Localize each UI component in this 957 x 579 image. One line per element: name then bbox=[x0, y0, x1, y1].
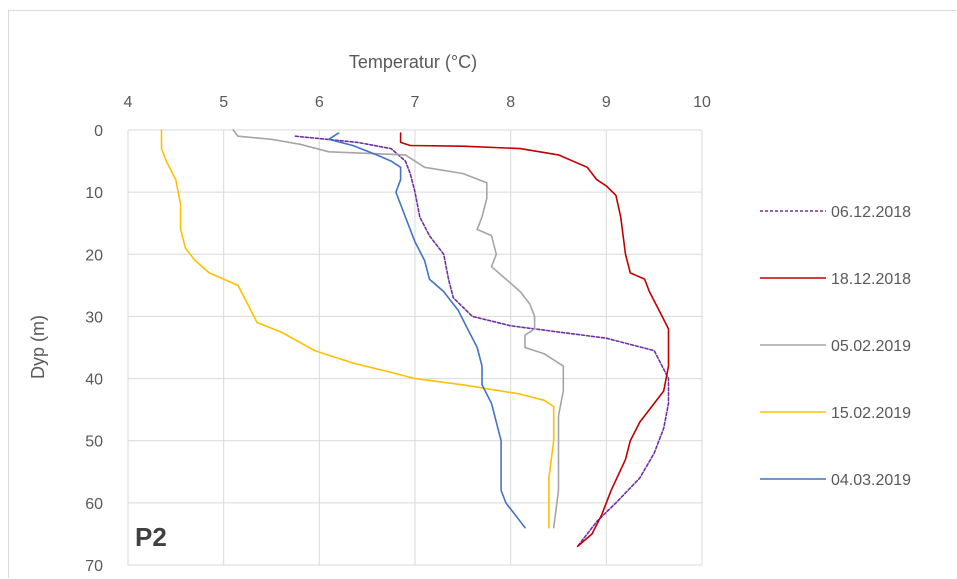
x-tick-labels: 4 5 6 7 8 9 10 bbox=[124, 94, 711, 111]
legend-label-4: 15.02.2019 bbox=[831, 405, 911, 422]
series-line-1 bbox=[294, 135, 670, 548]
x-axis-title: Temperatur (°C) bbox=[349, 52, 477, 72]
series-lines bbox=[160, 129, 670, 548]
y-tick-label: 50 bbox=[85, 434, 103, 451]
y-tick-label: 70 bbox=[85, 558, 103, 575]
x-tick-label: 8 bbox=[506, 94, 515, 111]
y-tick-label: 10 bbox=[85, 185, 103, 202]
x-tick-label: 9 bbox=[602, 94, 611, 111]
y-tick-labels: 0 10 20 30 40 50 60 70 bbox=[85, 123, 103, 575]
x-tick-label: 4 bbox=[124, 94, 133, 111]
legend-label-3: 05.02.2019 bbox=[831, 338, 911, 355]
x-tick-label: 7 bbox=[411, 94, 420, 111]
y-tick-label: 0 bbox=[94, 123, 103, 140]
series-line-4 bbox=[160, 129, 555, 529]
x-tick-label: 10 bbox=[693, 94, 711, 111]
panel-label: P2 bbox=[135, 522, 167, 552]
chart-frame bbox=[8, 10, 956, 578]
series-line-5 bbox=[328, 132, 526, 529]
x-tick-label: 5 bbox=[219, 94, 228, 111]
y-tick-label: 20 bbox=[85, 247, 103, 264]
legend-label-2: 18.12.2018 bbox=[831, 271, 911, 288]
legend-label-5: 04.03.2019 bbox=[831, 472, 911, 489]
series-line-2 bbox=[399, 132, 670, 548]
x-tick-label: 6 bbox=[315, 94, 324, 111]
legend: 06.12.2018 18.12.2018 05.02.2019 15.02.2019… bbox=[760, 204, 911, 489]
y-tick-label: 40 bbox=[85, 372, 103, 389]
y-tick-label: 30 bbox=[85, 309, 103, 326]
legend-label-1: 06.12.2018 bbox=[831, 204, 911, 221]
y-tick-label: 60 bbox=[85, 496, 103, 513]
y-axis-title: Dyp (m) bbox=[28, 315, 48, 379]
series-line-3 bbox=[232, 129, 565, 529]
gridlines bbox=[127, 129, 703, 566]
